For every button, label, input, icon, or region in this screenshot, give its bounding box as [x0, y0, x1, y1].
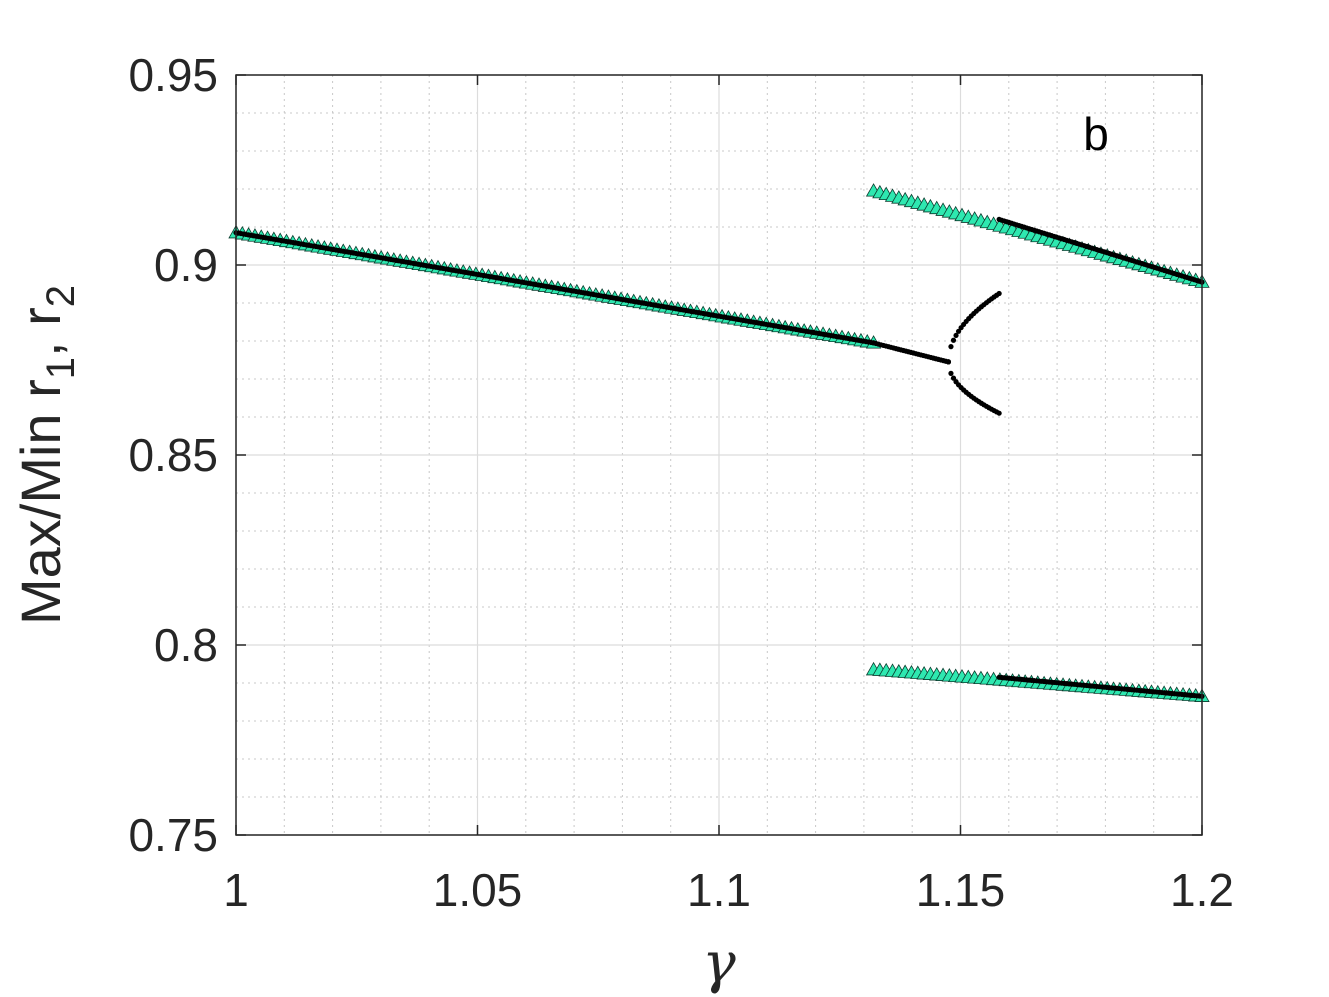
dot-marker — [950, 337, 957, 343]
dot-marker — [950, 375, 957, 381]
y-tick-label: 0.75 — [128, 809, 218, 861]
x-tick-label: 1.2 — [1170, 864, 1234, 916]
y-axis-label-sub2: 2 — [39, 285, 83, 307]
dot-marker — [948, 344, 954, 350]
y-axis-label: Max/Min r1, r2 — [9, 285, 83, 625]
x-tick-label: 1.15 — [916, 864, 1006, 916]
dot-marker — [996, 410, 1002, 416]
y-tick-label: 0.85 — [128, 429, 218, 481]
plot-series — [228, 183, 1210, 702]
x-tick-label: 1.05 — [433, 864, 523, 916]
x-tick-label: 1.1 — [687, 864, 751, 916]
dot-series — [233, 216, 1205, 699]
y-axis-label-sep: , r — [9, 307, 72, 357]
dot-marker — [945, 359, 952, 365]
panel-label: b — [1083, 108, 1109, 160]
dot-marker — [948, 370, 954, 376]
y-tick-label: 0.9 — [154, 239, 218, 291]
y-tick-label: 0.95 — [128, 49, 218, 101]
dot-marker — [953, 332, 959, 339]
dot-marker — [996, 290, 1002, 297]
axis-ticks — [235, 74, 1203, 836]
x-axis-label: γ — [702, 931, 736, 996]
y-axis-label-main: Max/Min r — [9, 379, 72, 625]
x-tick-label: 1 — [223, 864, 249, 916]
y-axis-label-sub1: 1 — [39, 357, 83, 379]
y-tick-labels: 0.75 0.8 0.85 0.9 0.95 — [128, 49, 218, 861]
x-tick-labels: 1 1.05 1.1 1.15 1.2 — [223, 864, 1234, 916]
dot-marker — [955, 328, 962, 334]
y-tick-label: 0.8 — [154, 619, 218, 671]
